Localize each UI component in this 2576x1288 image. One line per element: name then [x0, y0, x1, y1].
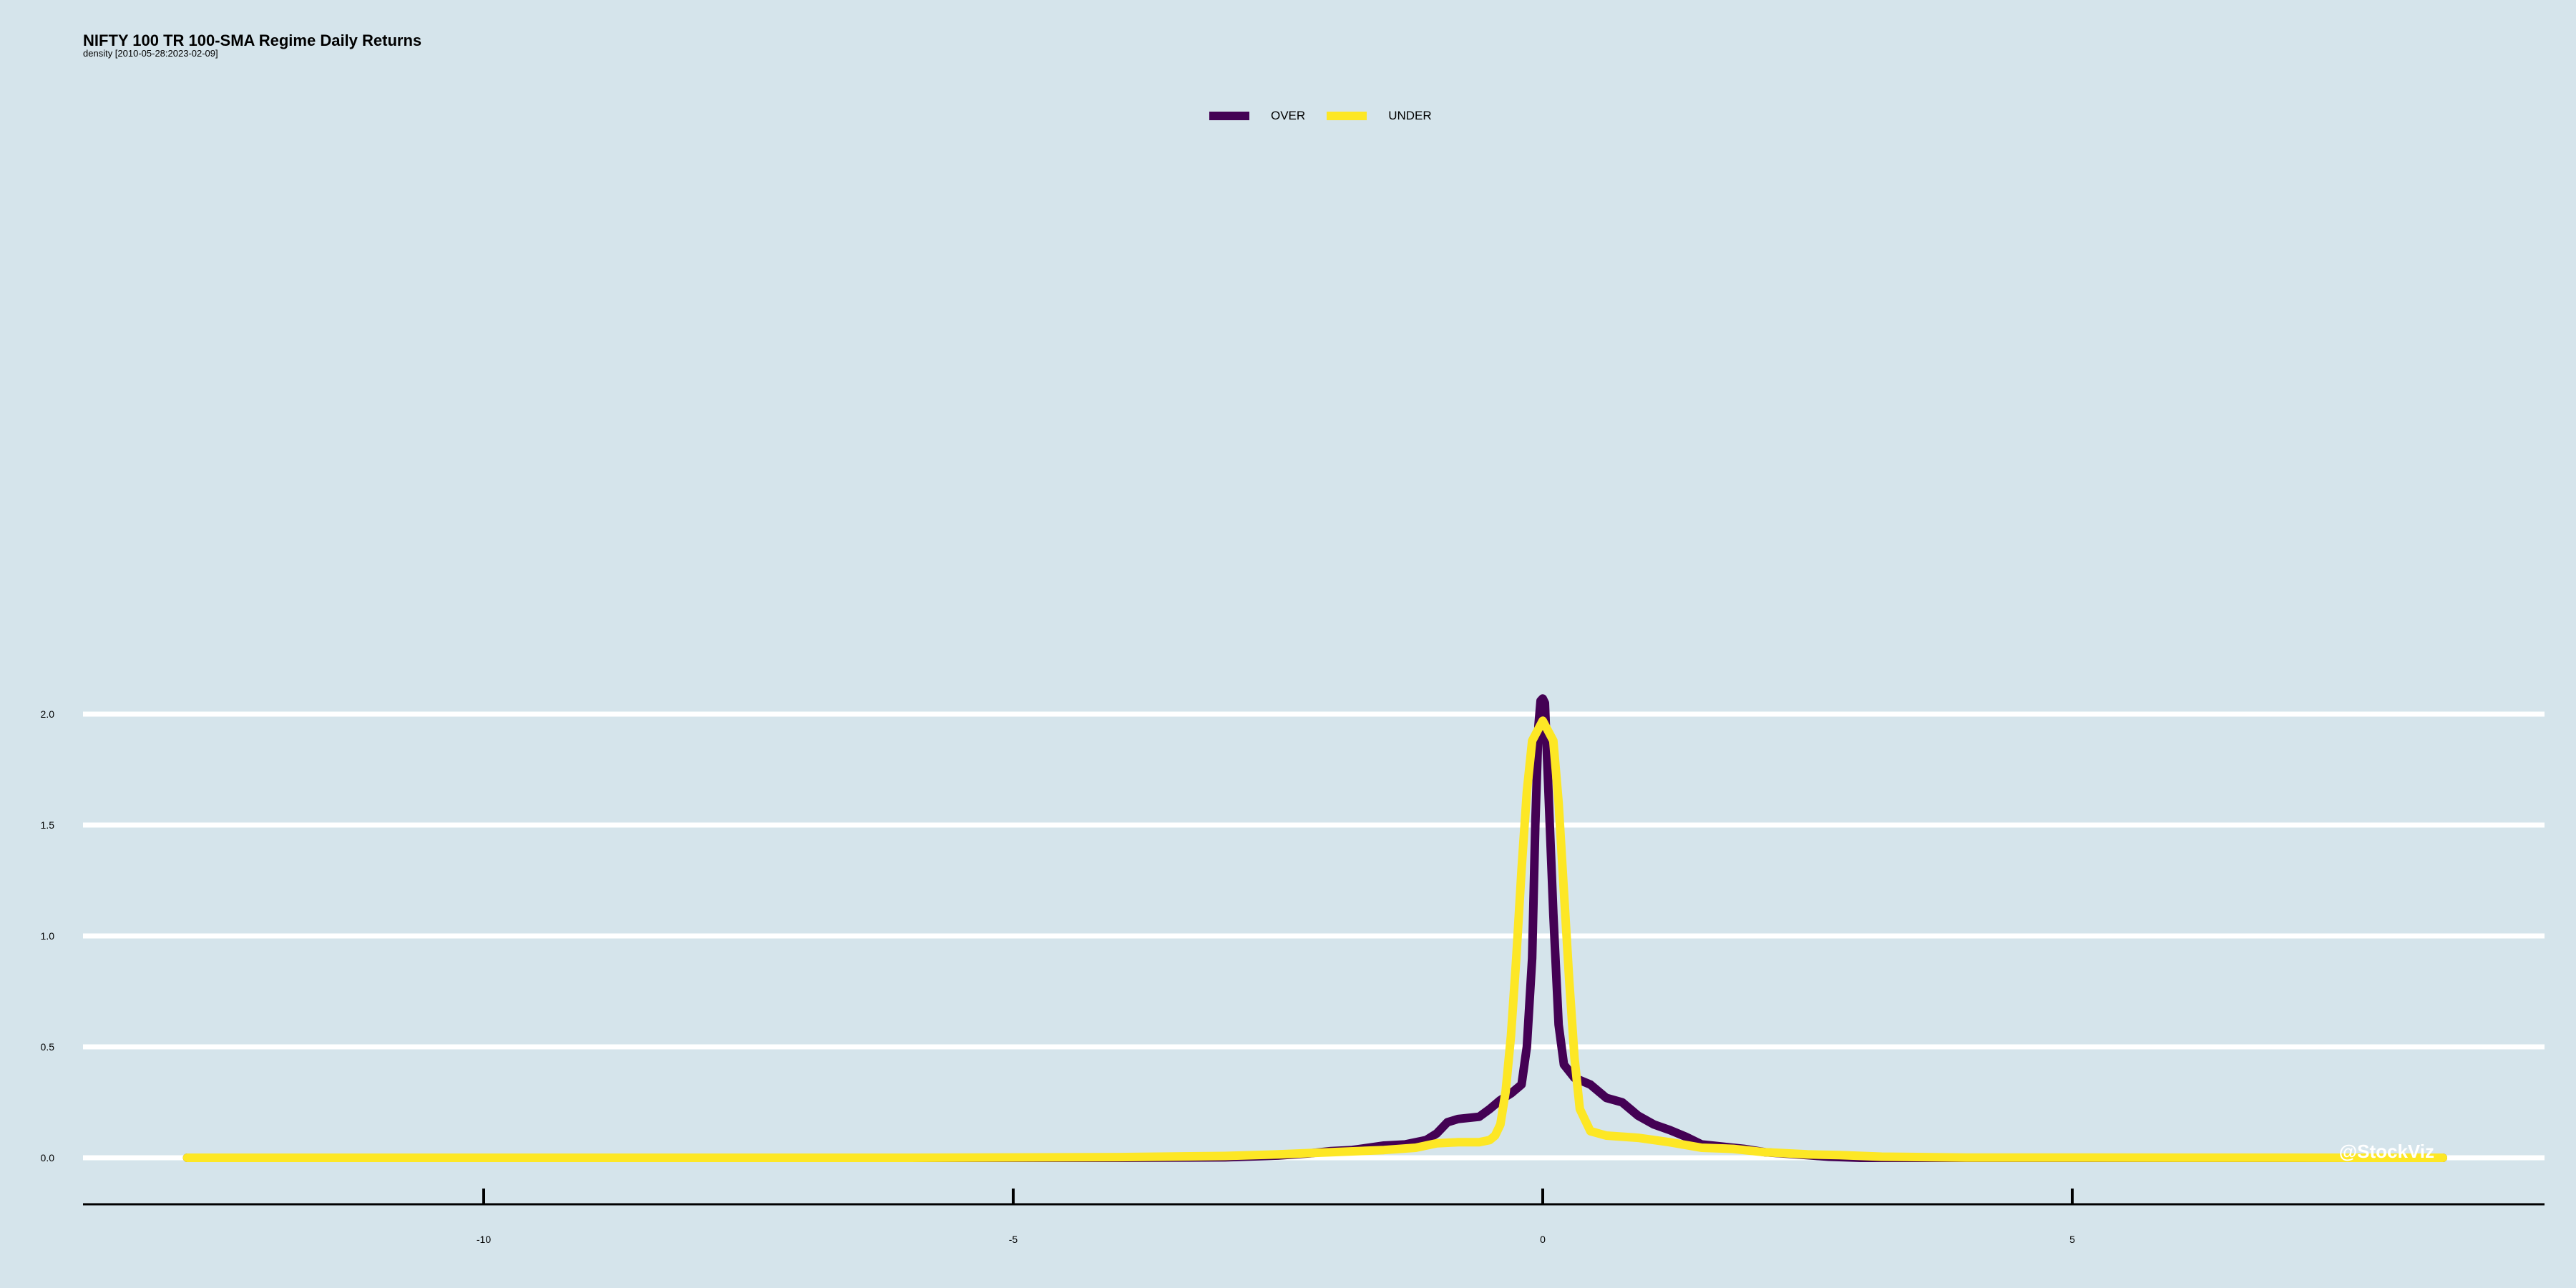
- y-tick-label: 0.0: [41, 1152, 55, 1163]
- watermark: @StockViz: [2339, 1141, 2434, 1162]
- x-tick-label: 5: [2069, 1234, 2075, 1245]
- x-tick-label: -10: [477, 1234, 491, 1245]
- y-tick-label: 0.5: [41, 1041, 55, 1053]
- series-lines: [182, 694, 2447, 1162]
- series-line-over: [182, 694, 2447, 1162]
- y-axis-ticks: 0.0 0.5 1.0 1.5 2.0: [41, 708, 55, 1163]
- grid-lines: [83, 711, 2545, 1161]
- x-axis: -10 -5 0 5: [83, 1189, 2545, 1245]
- legend-item-under: UNDER: [1327, 109, 1432, 123]
- series-line-under: [182, 716, 2447, 1162]
- legend-item-over: OVER: [1209, 109, 1305, 123]
- legend: OVER UNDER: [1209, 109, 1453, 123]
- x-tick-label: -5: [1009, 1234, 1018, 1245]
- legend-label-under: UNDER: [1388, 109, 1432, 122]
- y-tick-label: 1.5: [41, 819, 55, 831]
- legend-swatch-under: [1327, 112, 1367, 120]
- legend-label-over: OVER: [1271, 109, 1306, 122]
- x-tick-label: 0: [1540, 1234, 1546, 1245]
- legend-swatch-over: [1209, 112, 1249, 120]
- chart-title: NIFTY 100 TR 100-SMA Regime Daily Return…: [83, 31, 422, 49]
- y-tick-label: 2.0: [41, 708, 55, 720]
- chart-subtitle: density [2010-05-28:2023-02-09]: [83, 48, 218, 59]
- y-tick-label: 1.0: [41, 930, 55, 942]
